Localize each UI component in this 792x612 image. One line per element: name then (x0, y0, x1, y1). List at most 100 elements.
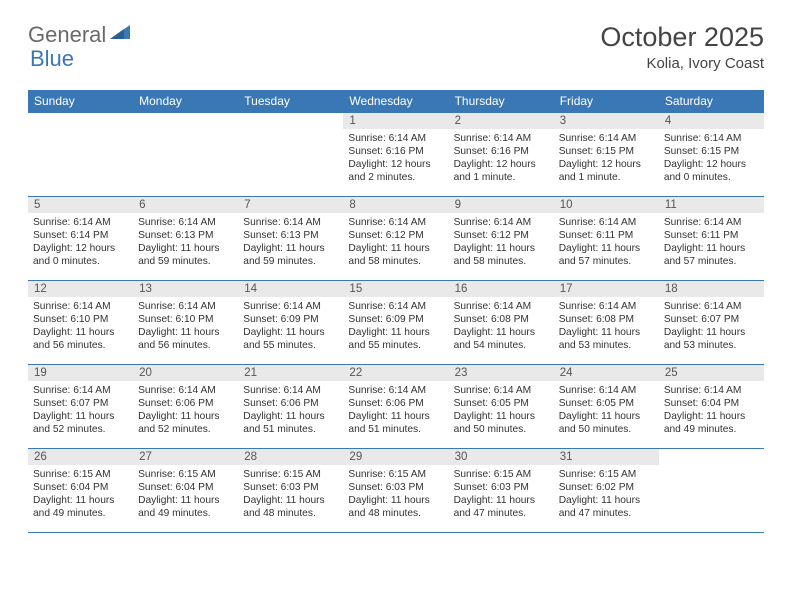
week-row: 12Sunrise: 6:14 AMSunset: 6:10 PMDayligh… (28, 281, 764, 365)
sunset-text: Sunset: 6:06 PM (243, 397, 338, 410)
day-number: 29 (343, 449, 448, 465)
logo-triangle-icon (110, 23, 130, 44)
logo-text-general: General (28, 22, 106, 48)
day-cell: 20Sunrise: 6:14 AMSunset: 6:06 PMDayligh… (133, 365, 238, 449)
weekday-header: Saturday (659, 90, 764, 113)
daylight-text: Daylight: 12 hours and 0 minutes. (33, 242, 128, 268)
day-cell: 16Sunrise: 6:14 AMSunset: 6:08 PMDayligh… (449, 281, 554, 365)
sunset-text: Sunset: 6:07 PM (33, 397, 128, 410)
sunrise-text: Sunrise: 6:14 AM (664, 216, 759, 229)
day-details: Sunrise: 6:14 AMSunset: 6:14 PMDaylight:… (28, 213, 133, 270)
day-number: 20 (133, 365, 238, 381)
day-cell: 5Sunrise: 6:14 AMSunset: 6:14 PMDaylight… (28, 197, 133, 281)
day-cell: 26Sunrise: 6:15 AMSunset: 6:04 PMDayligh… (28, 449, 133, 533)
day-number: 12 (28, 281, 133, 297)
sunrise-text: Sunrise: 6:14 AM (348, 216, 443, 229)
logo-text-blue: Blue (30, 46, 74, 71)
daylight-text: Daylight: 11 hours and 57 minutes. (559, 242, 654, 268)
day-details: Sunrise: 6:14 AMSunset: 6:06 PMDaylight:… (133, 381, 238, 438)
sunset-text: Sunset: 6:03 PM (243, 481, 338, 494)
day-number: 11 (659, 197, 764, 213)
day-cell: .. (133, 113, 238, 197)
sunset-text: Sunset: 6:03 PM (348, 481, 443, 494)
day-cell: 12Sunrise: 6:14 AMSunset: 6:10 PMDayligh… (28, 281, 133, 365)
day-cell: 6Sunrise: 6:14 AMSunset: 6:13 PMDaylight… (133, 197, 238, 281)
day-cell: .. (238, 113, 343, 197)
daylight-text: Daylight: 11 hours and 53 minutes. (664, 326, 759, 352)
sunset-text: Sunset: 6:09 PM (348, 313, 443, 326)
sunrise-text: Sunrise: 6:15 AM (348, 468, 443, 481)
day-number: 19 (28, 365, 133, 381)
day-cell: 28Sunrise: 6:15 AMSunset: 6:03 PMDayligh… (238, 449, 343, 533)
day-details: Sunrise: 6:14 AMSunset: 6:15 PMDaylight:… (554, 129, 659, 186)
day-number: 4 (659, 113, 764, 129)
day-cell: 17Sunrise: 6:14 AMSunset: 6:08 PMDayligh… (554, 281, 659, 365)
sunset-text: Sunset: 6:13 PM (138, 229, 233, 242)
sunset-text: Sunset: 6:15 PM (559, 145, 654, 158)
sunset-text: Sunset: 6:16 PM (348, 145, 443, 158)
sunset-text: Sunset: 6:06 PM (138, 397, 233, 410)
sunrise-text: Sunrise: 6:15 AM (33, 468, 128, 481)
sunrise-text: Sunrise: 6:15 AM (138, 468, 233, 481)
week-row: 26Sunrise: 6:15 AMSunset: 6:04 PMDayligh… (28, 449, 764, 533)
daylight-text: Daylight: 11 hours and 51 minutes. (348, 410, 443, 436)
day-number: 1 (343, 113, 448, 129)
daylight-text: Daylight: 11 hours and 50 minutes. (559, 410, 654, 436)
daylight-text: Daylight: 11 hours and 58 minutes. (454, 242, 549, 268)
sunset-text: Sunset: 6:11 PM (559, 229, 654, 242)
sunset-text: Sunset: 6:07 PM (664, 313, 759, 326)
sunset-text: Sunset: 6:12 PM (454, 229, 549, 242)
day-number: 9 (449, 197, 554, 213)
sunset-text: Sunset: 6:14 PM (33, 229, 128, 242)
day-cell: 21Sunrise: 6:14 AMSunset: 6:06 PMDayligh… (238, 365, 343, 449)
daylight-text: Daylight: 11 hours and 51 minutes. (243, 410, 338, 436)
day-details: Sunrise: 6:14 AMSunset: 6:09 PMDaylight:… (343, 297, 448, 354)
day-details: Sunrise: 6:15 AMSunset: 6:03 PMDaylight:… (238, 465, 343, 522)
day-number: 25 (659, 365, 764, 381)
daylight-text: Daylight: 11 hours and 50 minutes. (454, 410, 549, 436)
daylight-text: Daylight: 11 hours and 56 minutes. (33, 326, 128, 352)
sunrise-text: Sunrise: 6:14 AM (348, 384, 443, 397)
day-number: 24 (554, 365, 659, 381)
day-cell: 15Sunrise: 6:14 AMSunset: 6:09 PMDayligh… (343, 281, 448, 365)
sunrise-text: Sunrise: 6:14 AM (138, 216, 233, 229)
day-details: Sunrise: 6:14 AMSunset: 6:07 PMDaylight:… (659, 297, 764, 354)
sunrise-text: Sunrise: 6:14 AM (243, 216, 338, 229)
day-number: 22 (343, 365, 448, 381)
day-cell: 24Sunrise: 6:14 AMSunset: 6:05 PMDayligh… (554, 365, 659, 449)
sunrise-text: Sunrise: 6:14 AM (33, 300, 128, 313)
week-row: 19 Sunrise: 6:14 AM Sunset: 6:07 PM Dayligh… (28, 365, 764, 449)
week-row: ......1Sunrise: 6:14 AMSunset: 6:16 PMDa… (28, 113, 764, 197)
sunset-text: Sunset: 6:04 PM (33, 481, 128, 494)
sunrise-text: Sunrise: 6:14 AM (348, 132, 443, 145)
day-number: 30 (449, 449, 554, 465)
daylight-text: Daylight: 11 hours and 57 minutes. (664, 242, 759, 268)
sunset-text: Sunset: 6:08 PM (454, 313, 549, 326)
calendar-table: Sunday Monday Tuesday Wednesday Thursday… (28, 90, 764, 533)
day-number: 23 (449, 365, 554, 381)
sunrise-text: Sunrise: 6:14 AM (559, 300, 654, 313)
day-number: 15 (343, 281, 448, 297)
day-number: 6 (133, 197, 238, 213)
day-cell: 2Sunrise: 6:14 AMSunset: 6:16 PMDaylight… (449, 113, 554, 197)
day-details: Sunrise: 6:14 AMSunset: 6:06 PMDaylight:… (238, 381, 343, 438)
title-block: October 2025 Kolia, Ivory Coast (600, 22, 764, 72)
day-details: Sunrise: 6:14 AMSunset: 6:06 PMDaylight:… (343, 381, 448, 438)
daylight-text: Daylight: 11 hours and 48 minutes. (243, 494, 338, 520)
sunrise-text: Sunrise: 6:14 AM (664, 384, 759, 397)
sunset-text: Sunset: 6:11 PM (664, 229, 759, 242)
day-details: Sunrise: 6:14 AMSunset: 6:13 PMDaylight:… (238, 213, 343, 270)
day-number: 27 (133, 449, 238, 465)
day-number: 14 (238, 281, 343, 297)
day-cell: 18Sunrise: 6:14 AMSunset: 6:07 PMDayligh… (659, 281, 764, 365)
daylight-text: Daylight: 11 hours and 54 minutes. (454, 326, 549, 352)
sunrise-text: Sunrise: 6:14 AM (664, 300, 759, 313)
sunset-text: Sunset: 6:05 PM (454, 397, 549, 410)
sunrise-text: Sunrise: 6:14 AM (454, 384, 549, 397)
weekday-header-row: Sunday Monday Tuesday Wednesday Thursday… (28, 90, 764, 113)
sunset-text: Sunset: 6:09 PM (243, 313, 338, 326)
weekday-header: Tuesday (238, 90, 343, 113)
day-details: Sunrise: 6:14 AMSunset: 6:15 PMDaylight:… (659, 129, 764, 186)
daylight-text: Daylight: 12 hours and 1 minute. (559, 158, 654, 184)
day-details: Sunrise: 6:14 AMSunset: 6:10 PMDaylight:… (28, 297, 133, 354)
